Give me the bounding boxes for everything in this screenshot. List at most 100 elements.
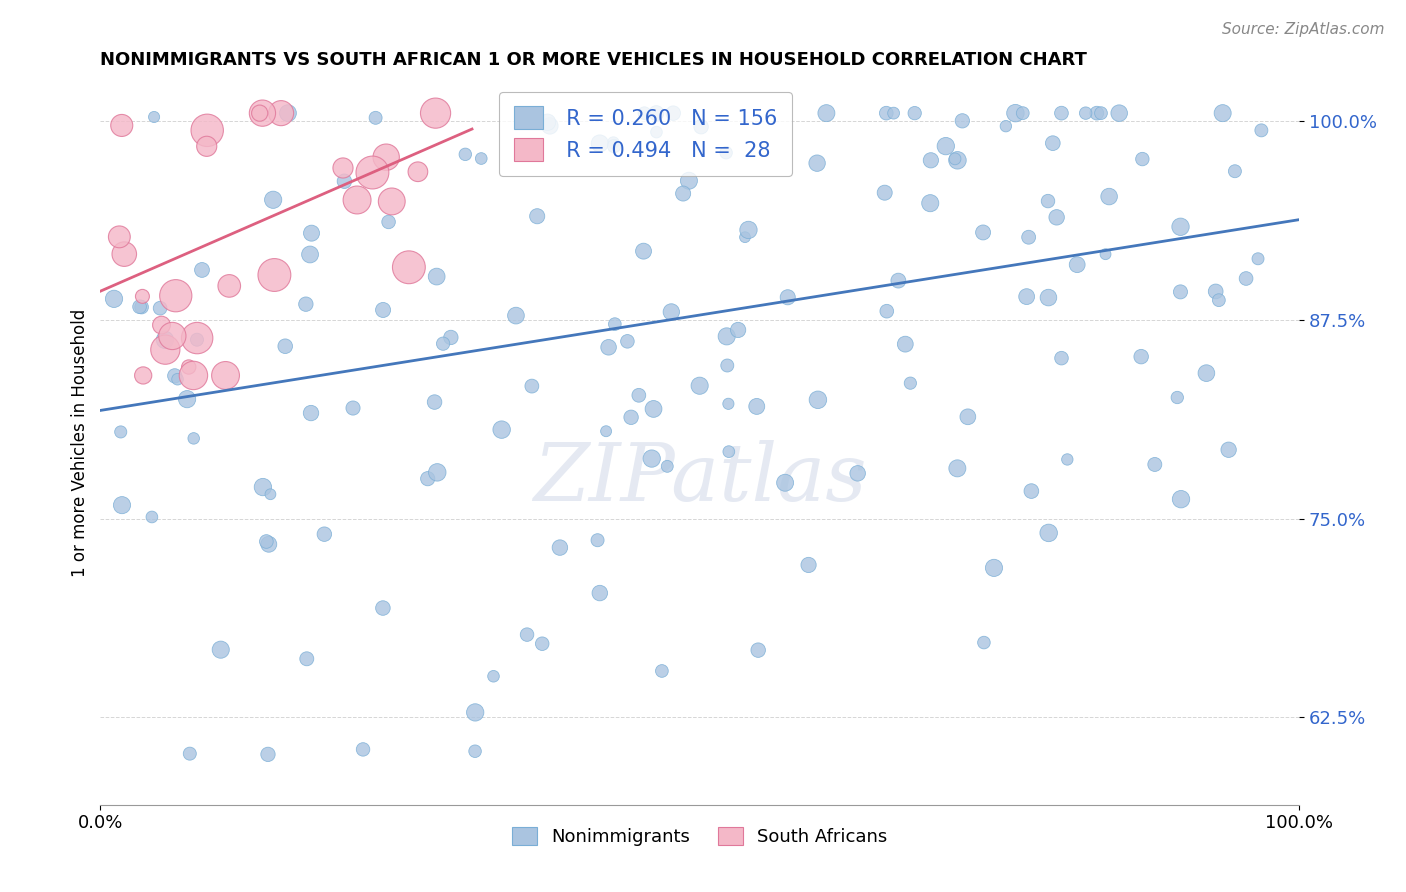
Point xyxy=(263,268,285,282)
Point xyxy=(128,300,150,314)
Point xyxy=(943,152,966,166)
Point xyxy=(1036,194,1059,208)
Point xyxy=(426,269,449,284)
Point xyxy=(806,156,828,170)
Point xyxy=(425,106,447,120)
Point xyxy=(277,106,299,120)
Point xyxy=(717,444,740,458)
Point xyxy=(1090,106,1112,120)
Point xyxy=(1094,247,1116,261)
Point xyxy=(416,472,439,486)
Point xyxy=(983,561,1005,575)
Point xyxy=(333,174,356,188)
Point xyxy=(1234,271,1257,285)
Point xyxy=(195,123,218,137)
Point xyxy=(112,247,135,261)
Point xyxy=(659,305,682,319)
Point xyxy=(946,461,969,475)
Point xyxy=(143,110,166,124)
Point xyxy=(482,669,505,683)
Point xyxy=(887,274,910,288)
Point xyxy=(898,376,921,391)
Point xyxy=(464,744,486,758)
Point xyxy=(602,136,624,150)
Point xyxy=(734,230,756,244)
Point xyxy=(520,379,543,393)
Point xyxy=(179,747,201,761)
Point xyxy=(935,139,957,153)
Point xyxy=(299,406,322,420)
Point xyxy=(1050,106,1073,120)
Point xyxy=(633,106,655,120)
Point xyxy=(423,395,446,409)
Point xyxy=(209,642,232,657)
Point xyxy=(342,401,364,415)
Point xyxy=(678,174,700,188)
Point xyxy=(381,194,404,209)
Point xyxy=(973,635,995,649)
Point xyxy=(252,106,274,120)
Point xyxy=(717,397,740,411)
Point xyxy=(314,527,336,541)
Point xyxy=(1066,258,1088,272)
Point xyxy=(491,423,513,437)
Point xyxy=(875,106,897,120)
Text: Source: ZipAtlas.com: Source: ZipAtlas.com xyxy=(1222,22,1385,37)
Point xyxy=(873,186,896,200)
Point xyxy=(1015,290,1038,304)
Point xyxy=(163,368,186,383)
Point xyxy=(110,425,132,439)
Legend:   R = 0.260   N = 156,   R = 0.494   N =  28: R = 0.260 N = 156, R = 0.494 N = 28 xyxy=(499,92,793,176)
Point xyxy=(807,392,830,407)
Point xyxy=(595,424,617,438)
Point xyxy=(603,139,626,153)
Point xyxy=(454,147,477,161)
Point xyxy=(589,586,612,600)
Point xyxy=(371,303,394,318)
Point xyxy=(361,165,384,179)
Point xyxy=(645,106,668,120)
Point xyxy=(254,534,277,549)
Point xyxy=(1011,106,1033,120)
Point xyxy=(920,153,942,168)
Point xyxy=(531,637,554,651)
Point xyxy=(176,392,198,406)
Point xyxy=(218,279,240,293)
Point xyxy=(904,106,927,120)
Point xyxy=(1223,164,1246,178)
Point xyxy=(371,601,394,615)
Point xyxy=(464,706,486,720)
Point xyxy=(651,664,673,678)
Point xyxy=(1042,136,1064,150)
Text: ZIPatlas: ZIPatlas xyxy=(533,441,866,518)
Point xyxy=(1247,252,1270,266)
Point xyxy=(1250,123,1272,137)
Point xyxy=(131,289,153,303)
Point xyxy=(745,400,768,414)
Point xyxy=(747,643,769,657)
Point xyxy=(643,401,665,416)
Point xyxy=(1038,525,1060,540)
Point xyxy=(214,368,236,383)
Point xyxy=(1170,492,1192,507)
Point xyxy=(876,304,898,318)
Point xyxy=(1166,391,1188,405)
Point xyxy=(956,409,979,424)
Point xyxy=(1170,219,1192,234)
Point xyxy=(346,193,368,207)
Point xyxy=(162,329,184,343)
Point xyxy=(377,215,399,229)
Point xyxy=(589,136,612,151)
Point xyxy=(1038,291,1060,305)
Point xyxy=(714,145,737,160)
Point xyxy=(183,368,205,383)
Point xyxy=(252,480,274,494)
Point xyxy=(1195,366,1218,380)
Point xyxy=(727,323,749,337)
Point xyxy=(141,510,163,524)
Point xyxy=(432,336,454,351)
Point xyxy=(103,292,125,306)
Point xyxy=(737,223,759,237)
Point xyxy=(672,186,695,201)
Point xyxy=(259,487,281,501)
